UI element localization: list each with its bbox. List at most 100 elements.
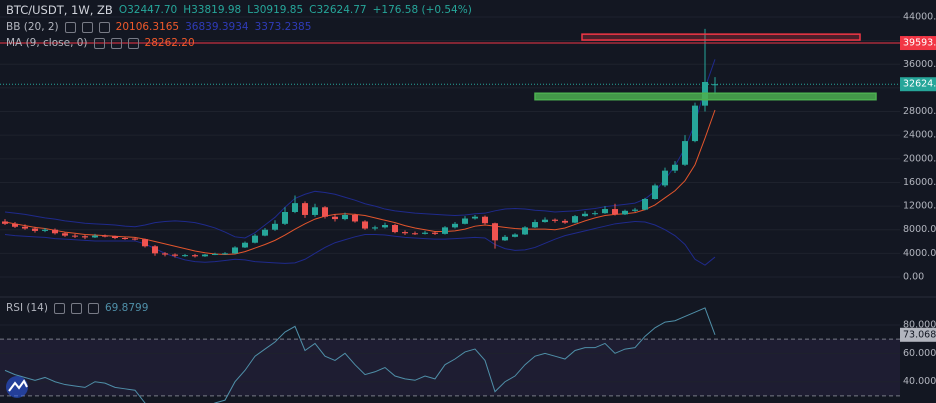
indicator-name: MA (9, close, 0) bbox=[6, 37, 88, 49]
y-tick-label: 4000.00 bbox=[903, 248, 936, 259]
candle-body bbox=[242, 242, 248, 248]
icon[interactable] bbox=[64, 21, 76, 33]
candle-body bbox=[42, 229, 48, 231]
candle-body bbox=[342, 214, 348, 220]
candle-body bbox=[292, 203, 298, 213]
candle-body bbox=[222, 253, 228, 255]
candle-body bbox=[192, 255, 198, 257]
candle-body bbox=[132, 238, 138, 240]
indicator-line bbox=[4, 59, 716, 239]
candle-body bbox=[352, 214, 358, 222]
y-tick-label: 80.0000 bbox=[903, 319, 936, 330]
y-tick-label: 60.0000 bbox=[903, 348, 936, 359]
candle-body bbox=[402, 232, 408, 234]
rsi-value: 69.8799 bbox=[104, 302, 149, 314]
icon[interactable] bbox=[93, 37, 105, 49]
candle-body bbox=[492, 223, 498, 241]
candle-body bbox=[32, 228, 38, 231]
indicator-legend: BB (20, 2) 20106.3165 36839.3934 3373.2385 bbox=[6, 21, 311, 33]
icon[interactable] bbox=[127, 37, 139, 49]
candle-body bbox=[662, 170, 668, 186]
candle-body bbox=[482, 216, 488, 224]
rsi-band-fill bbox=[0, 339, 900, 396]
price-header: BTC/USDT, 1W, ZB O32447.70 H33819.98 L3091… bbox=[6, 3, 472, 17]
candle-body bbox=[82, 236, 88, 238]
icon[interactable] bbox=[53, 302, 65, 314]
price-label: 32624.7 bbox=[903, 79, 936, 90]
indicator-name: BB (20, 2) bbox=[6, 21, 59, 33]
indicator-value: 3373.2385 bbox=[254, 21, 312, 33]
current-label: 73.0682 bbox=[903, 329, 936, 340]
indicator-legend: MA (9, close, 0) 28262.20 bbox=[6, 37, 195, 49]
candle-body bbox=[202, 254, 208, 257]
candle-body bbox=[22, 226, 28, 229]
candle-body bbox=[372, 227, 378, 229]
candle-body bbox=[142, 239, 148, 247]
candle-body bbox=[392, 225, 398, 233]
candle-body bbox=[412, 233, 418, 235]
candle-body bbox=[452, 223, 458, 228]
price-label-bg bbox=[900, 77, 936, 92]
candle-body bbox=[92, 235, 98, 238]
y-tick-label: 44000.00 bbox=[903, 12, 936, 23]
candle-body bbox=[532, 222, 538, 228]
candle-body bbox=[312, 207, 318, 215]
rsi-title: RSI (14) bbox=[6, 302, 48, 314]
zone bbox=[581, 33, 861, 41]
y-tick-label: 0.00 bbox=[903, 272, 924, 283]
candle-body bbox=[462, 218, 468, 224]
current-label-bg bbox=[900, 327, 936, 342]
candle-body bbox=[682, 141, 688, 165]
candle-body bbox=[562, 220, 568, 223]
candle-body bbox=[642, 199, 648, 210]
y-tick-label: 16000.00 bbox=[903, 177, 936, 188]
icon[interactable] bbox=[87, 302, 99, 314]
candle-body bbox=[272, 223, 278, 230]
rsi-header: RSI (14) 69.8799 bbox=[6, 302, 148, 314]
candle-body bbox=[52, 229, 58, 234]
candle-body bbox=[302, 203, 308, 215]
ohlc-value: L30919.85 bbox=[247, 4, 304, 16]
candle-body bbox=[652, 185, 658, 200]
candle-body bbox=[232, 247, 238, 254]
icon[interactable] bbox=[81, 21, 93, 33]
candle-body bbox=[692, 105, 698, 142]
candle-body bbox=[2, 221, 8, 224]
ohlc-value: +176.58 (+0.54%) bbox=[372, 4, 472, 16]
indicator-value: 20106.3165 bbox=[115, 21, 180, 33]
candle-body bbox=[512, 234, 518, 237]
candle-body bbox=[582, 213, 588, 217]
candle-body bbox=[552, 219, 558, 221]
logo bbox=[6, 376, 28, 398]
ohlc-legend: O32447.70 H33819.98 L30919.85 C32624.77 +176… bbox=[119, 4, 472, 16]
ohlc-value: C32624.77 bbox=[309, 4, 367, 16]
candle-body bbox=[62, 233, 68, 236]
y-tick-label: 8000.00 bbox=[903, 224, 936, 235]
candle-body bbox=[152, 246, 158, 254]
candle-body bbox=[332, 216, 338, 220]
indicator-value: 28262.20 bbox=[144, 37, 195, 49]
y-tick-label: 12000.00 bbox=[903, 201, 936, 212]
zone bbox=[534, 92, 877, 101]
icon[interactable] bbox=[70, 302, 82, 314]
candle-body bbox=[502, 236, 508, 241]
candle-body bbox=[262, 229, 268, 236]
candle-body bbox=[252, 235, 258, 243]
candle-body bbox=[572, 216, 578, 223]
candle-body bbox=[102, 235, 108, 237]
rsi-line bbox=[4, 307, 716, 403]
candle-body bbox=[712, 84, 718, 86]
candle-body bbox=[592, 213, 598, 215]
candle-body bbox=[522, 227, 528, 235]
icon[interactable] bbox=[98, 21, 110, 33]
candle-body bbox=[672, 164, 678, 171]
candle-body bbox=[182, 255, 188, 257]
candle-body bbox=[322, 207, 328, 217]
candle-body bbox=[632, 209, 638, 211]
candle-body bbox=[172, 254, 178, 256]
candle-body bbox=[12, 223, 18, 227]
y-tick-label: 24000.00 bbox=[903, 130, 936, 141]
icon[interactable] bbox=[110, 37, 122, 49]
